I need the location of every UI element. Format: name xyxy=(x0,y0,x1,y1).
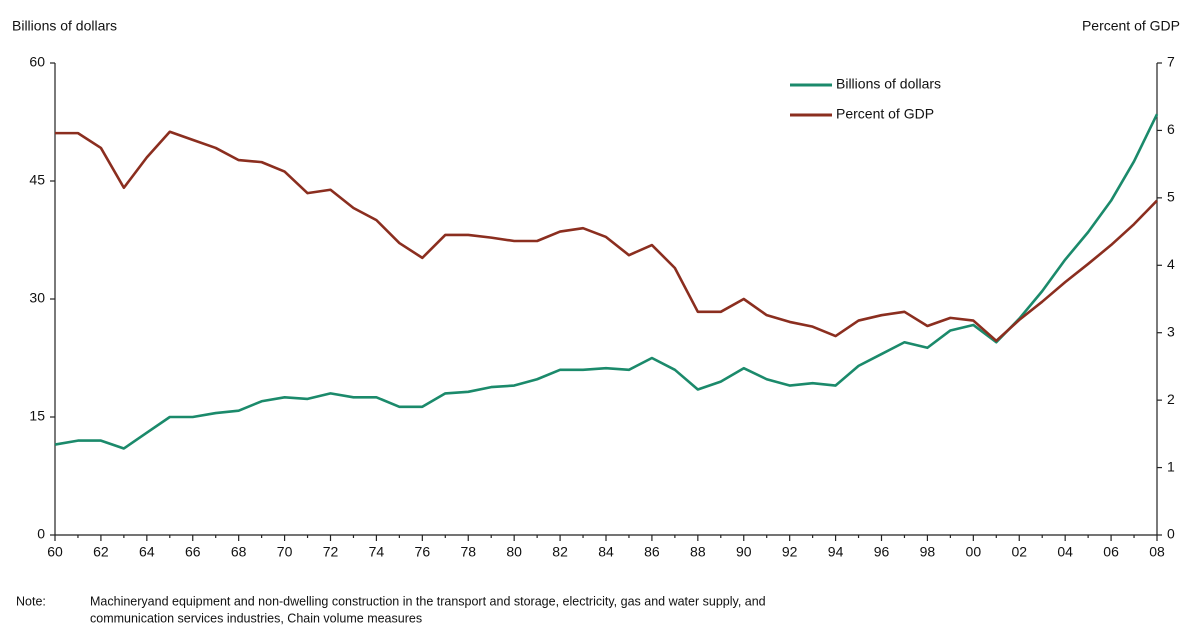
x-tick-label: 60 xyxy=(47,544,63,560)
series-line xyxy=(55,130,1158,343)
x-tick-label: 06 xyxy=(1103,544,1119,560)
y2-tick-label: 5 xyxy=(1167,189,1175,205)
x-tick-label: 88 xyxy=(690,544,706,560)
y2-tick-label: 3 xyxy=(1167,323,1175,339)
y-tick-label: 30 xyxy=(29,290,45,306)
x-tick-label: 82 xyxy=(552,544,568,560)
x-tick-label: 76 xyxy=(415,544,431,560)
y2-tick-label: 2 xyxy=(1167,391,1175,407)
x-tick-label: 90 xyxy=(736,544,752,560)
series-line xyxy=(54,113,1159,450)
y-tick-label: 0 xyxy=(37,526,45,542)
x-tick-label: 04 xyxy=(1057,544,1073,560)
x-tick-label: 62 xyxy=(93,544,109,560)
y-axis-title: Billions of dollars xyxy=(12,18,117,34)
x-tick-label: 78 xyxy=(460,544,476,560)
x-tick-label: 08 xyxy=(1149,544,1165,560)
x-tick-label: 66 xyxy=(185,544,201,560)
x-tick-label: 72 xyxy=(323,544,339,560)
x-tick-label: 64 xyxy=(139,544,155,560)
legend-label: Percent of GDP xyxy=(836,106,934,122)
x-tick-label: 86 xyxy=(644,544,660,560)
x-tick-label: 94 xyxy=(828,544,844,560)
y2-tick-label: 1 xyxy=(1167,458,1175,474)
x-tick-label: 80 xyxy=(506,544,522,560)
y2-tick-label: 7 xyxy=(1167,54,1175,70)
x-tick-label: 98 xyxy=(920,544,936,560)
y-tick-label: 60 xyxy=(29,54,45,70)
x-tick-label: 70 xyxy=(277,544,293,560)
x-tick-label: 96 xyxy=(874,544,890,560)
x-tick-label: 68 xyxy=(231,544,247,560)
x-tick-label: 74 xyxy=(369,544,385,560)
y2-axis-title: Percent of GDP xyxy=(1082,18,1180,34)
note-text: Machineryand equipment and non-dwelling … xyxy=(90,594,766,608)
y2-tick-label: 0 xyxy=(1167,526,1175,542)
note-label: Note: xyxy=(16,594,46,608)
y-tick-label: 45 xyxy=(29,172,45,188)
x-tick-label: 92 xyxy=(782,544,798,560)
x-tick-label: 02 xyxy=(1011,544,1027,560)
x-tick-label: 00 xyxy=(966,544,982,560)
legend-label: Billions of dollars xyxy=(836,76,941,92)
y2-tick-label: 6 xyxy=(1167,121,1175,137)
y-tick-label: 15 xyxy=(29,408,45,424)
x-tick-label: 84 xyxy=(598,544,614,560)
y2-tick-label: 4 xyxy=(1167,256,1175,272)
note-text: communication services industries, Chain… xyxy=(90,611,422,625)
